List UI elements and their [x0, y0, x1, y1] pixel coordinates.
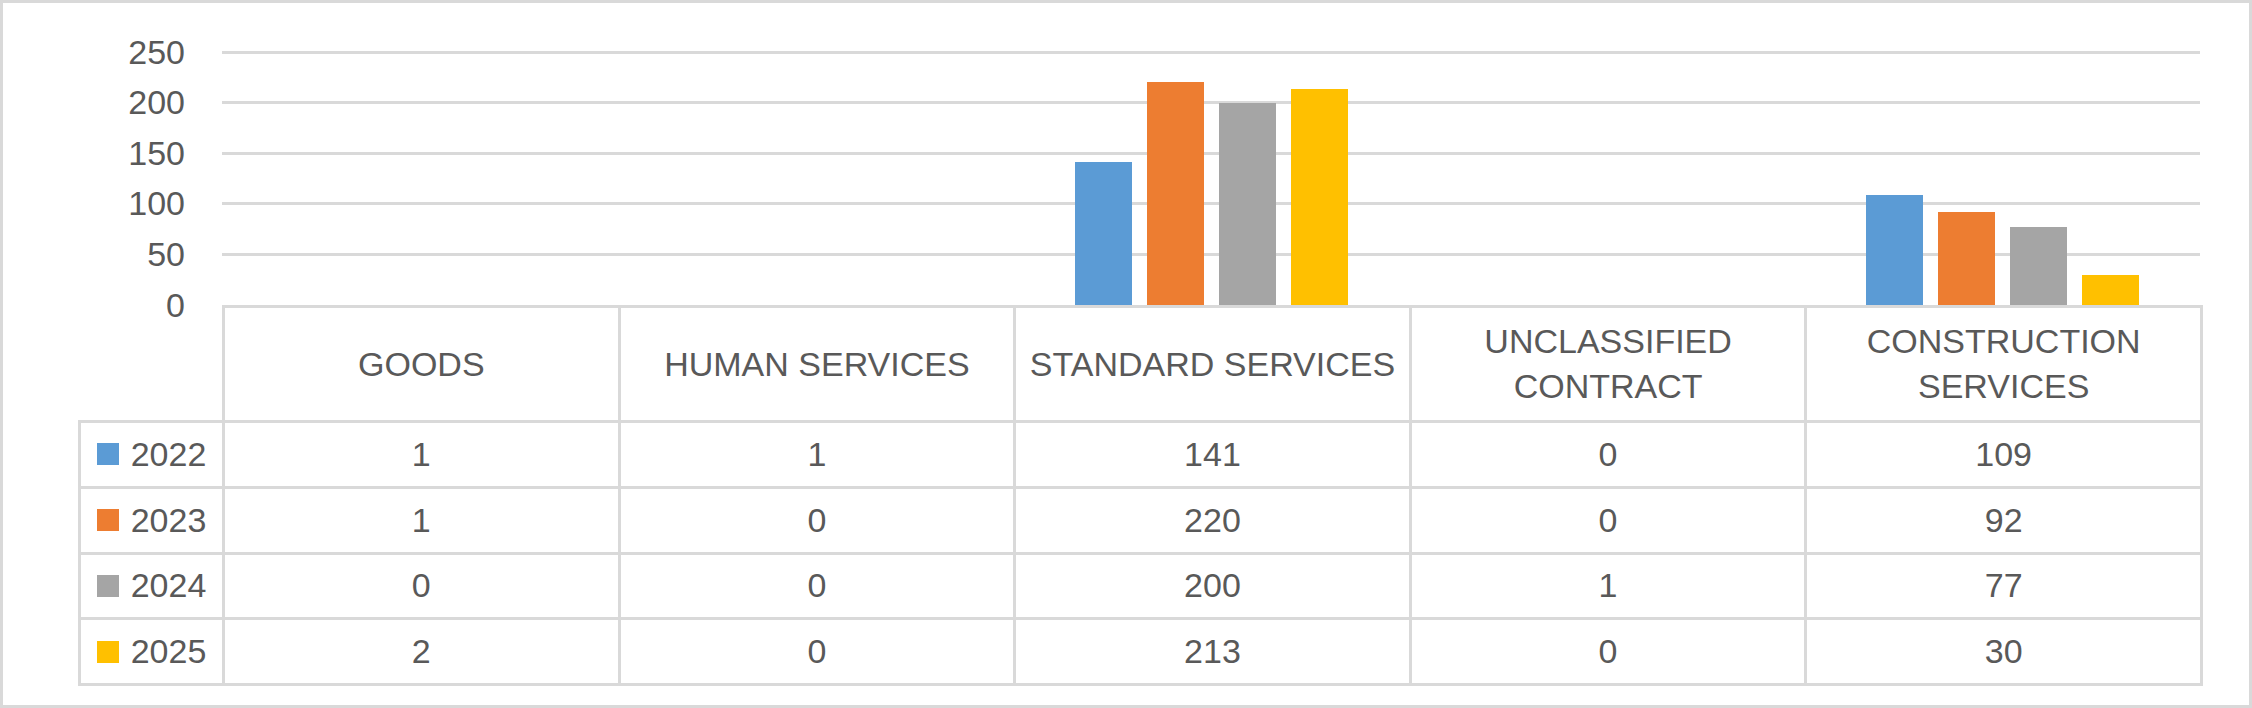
value-cell-2025-unclassified-contract: 0 — [1410, 619, 1806, 685]
bar-2024-construction-services — [2010, 227, 2067, 305]
value-cell-2025-goods: 2 — [224, 619, 620, 685]
y-axis-tick-label-50: 50 — [15, 231, 185, 277]
value-cell-2024-goods: 0 — [224, 553, 620, 619]
legend-cell-2025: 2025 — [80, 619, 224, 685]
value-cell-2022-goods: 1 — [224, 422, 620, 488]
value-cell-2023-standard-services: 220 — [1015, 487, 1411, 553]
gridline-150 — [222, 152, 2200, 155]
bar-2025-standard-services — [1291, 89, 1348, 305]
value-cell-2024-unclassified-contract: 1 — [1410, 553, 1806, 619]
y-axis-tick-label-150: 150 — [15, 130, 185, 176]
chart-data-table: GOODSHUMAN SERVICESSTANDARD SERVICESUNCL… — [78, 305, 2203, 686]
bar-2023-standard-services — [1147, 82, 1204, 305]
bar-2022-construction-services — [1866, 195, 1923, 305]
value-cell-2022-human-services: 1 — [619, 422, 1015, 488]
table-row-2022: 2022111410109 — [80, 422, 2202, 488]
bar-2022-standard-services — [1075, 162, 1132, 305]
column-header-standard-services: STANDARD SERVICES — [1015, 307, 1411, 422]
table-header-row: GOODSHUMAN SERVICESSTANDARD SERVICESUNCL… — [80, 307, 2202, 422]
legend-marker-2025-icon — [97, 641, 119, 663]
table-row-2025: 202520213030 — [80, 619, 2202, 685]
value-cell-2025-human-services: 0 — [619, 619, 1015, 685]
legend-label-2025: 2025 — [131, 629, 207, 674]
y-axis-tick-label-200: 200 — [15, 80, 185, 126]
value-cell-2024-construction-services: 77 — [1806, 553, 2202, 619]
legend-cell-2023: 2023 — [80, 487, 224, 553]
value-cell-2025-construction-services: 30 — [1806, 619, 2202, 685]
table-row-2024: 202400200177 — [80, 553, 2202, 619]
legend-marker-2023-icon — [97, 509, 119, 531]
column-header-human-services: HUMAN SERVICES — [619, 307, 1015, 422]
chart-canvas: 050100150200250 GOODSHUMAN SERVICESSTAND… — [0, 0, 2252, 708]
value-cell-2025-standard-services: 213 — [1015, 619, 1411, 685]
value-cell-2023-goods: 1 — [224, 487, 620, 553]
value-cell-2023-human-services: 0 — [619, 487, 1015, 553]
legend-cell-2022: 2022 — [80, 422, 224, 488]
legend-label-2023: 2023 — [131, 498, 207, 543]
bar-2025-construction-services — [2082, 275, 2139, 305]
y-axis-tick-label-250: 250 — [15, 29, 185, 75]
legend-cell-2024: 2024 — [80, 553, 224, 619]
y-axis-tick-label-100: 100 — [15, 181, 185, 227]
gridline-250 — [222, 51, 2200, 54]
bar-2024-standard-services — [1219, 103, 1276, 305]
value-cell-2022-construction-services: 109 — [1806, 422, 2202, 488]
value-cell-2022-standard-services: 141 — [1015, 422, 1411, 488]
column-header-construction-services: CONSTRUCTION SERVICES — [1806, 307, 2202, 422]
legend-marker-2022-icon — [97, 443, 119, 465]
gridline-200 — [222, 101, 2200, 104]
value-cell-2023-unclassified-contract: 0 — [1410, 487, 1806, 553]
value-cell-2024-human-services: 0 — [619, 553, 1015, 619]
table-corner-blank — [80, 307, 224, 422]
table-row-2023: 202310220092 — [80, 487, 2202, 553]
bar-2023-construction-services — [1938, 212, 1995, 305]
value-cell-2023-construction-services: 92 — [1806, 487, 2202, 553]
legend-marker-2024-icon — [97, 575, 119, 597]
column-header-goods: GOODS — [224, 307, 620, 422]
value-cell-2024-standard-services: 200 — [1015, 553, 1411, 619]
legend-label-2022: 2022 — [131, 432, 207, 477]
legend-label-2024: 2024 — [131, 563, 207, 608]
column-header-unclassified-contract: UNCLASSIFIED CONTRACT — [1410, 307, 1806, 422]
value-cell-2022-unclassified-contract: 0 — [1410, 422, 1806, 488]
